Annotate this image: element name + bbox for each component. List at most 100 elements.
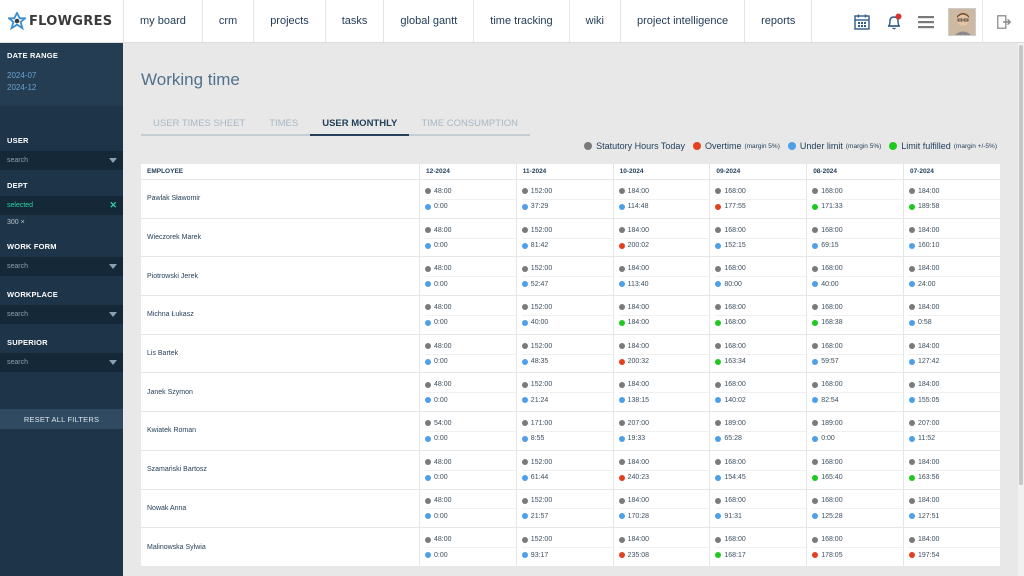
worked-hours: 8:55 xyxy=(521,430,613,446)
statutory-dot xyxy=(618,536,625,543)
month-cell: 168:00 80:00 xyxy=(709,257,807,296)
month-cell: 189:00 65:28 xyxy=(709,412,807,450)
status-dot xyxy=(425,435,431,442)
column-header-month[interactable]: 07-2024 xyxy=(902,164,1000,179)
statutory-value: 168:00 xyxy=(821,265,843,273)
clear-icon[interactable]: ✕ xyxy=(109,200,117,210)
statutory-value: 152:00 xyxy=(530,381,553,389)
month-cell: 207:00 11:52 xyxy=(902,412,1000,450)
column-header-month[interactable]: 12-2024 xyxy=(419,164,516,179)
column-header-month[interactable]: 09-2024 xyxy=(709,164,806,179)
column-header-month[interactable]: 08-2024 xyxy=(806,164,903,179)
month-cell: 168:00 177:55 xyxy=(709,180,807,218)
dept-selected-value[interactable]: 300 × xyxy=(7,219,25,226)
status-dot xyxy=(812,435,819,442)
statutory-value: 168:00 xyxy=(821,497,843,505)
table-row[interactable]: Pawlak Sławomir 48:00 0:00 152:00 37:29 184:0… xyxy=(141,180,1000,219)
nav-tasks[interactable]: tasks xyxy=(326,0,385,42)
worked-value: 155:05 xyxy=(917,396,940,404)
reset-filters-button[interactable]: RESET ALL FILTERS xyxy=(0,409,123,429)
employee-name[interactable]: Michna Łukasz xyxy=(147,311,194,319)
nav-wiki[interactable]: wiki xyxy=(570,0,621,42)
notification-dot xyxy=(895,13,902,19)
employee-name[interactable]: Pawlak Sławomir xyxy=(147,195,201,203)
status-dot xyxy=(521,474,528,481)
user-search-select[interactable]: search xyxy=(0,151,123,170)
date-to[interactable]: 2024-12 xyxy=(7,83,37,92)
table-row[interactable]: Wieczorek Marek 48:00 0:00 152:00 81:42 184:0… xyxy=(141,218,1000,258)
worked-value: 127:51 xyxy=(917,512,940,520)
employee-name[interactable]: Kwiatek Roman xyxy=(147,427,197,435)
nav-global-gantt[interactable]: global gantt xyxy=(384,0,475,42)
page-scrollbar[interactable] xyxy=(1018,43,1024,576)
employee-name[interactable]: Wieczorek Marek xyxy=(147,234,202,242)
statutory-hours: 189:00 xyxy=(715,416,806,431)
status-dot xyxy=(521,435,528,442)
nav-my-board[interactable]: my board xyxy=(124,0,203,42)
table-row[interactable]: Michna Łukasz 48:00 0:00 152:00 40:00 184:00 1… xyxy=(141,296,1000,335)
workplace-placeholder: search xyxy=(7,311,29,318)
scrollbar-thumb[interactable] xyxy=(1019,45,1023,485)
month-cell: 184:00 127:51 xyxy=(902,489,1000,528)
table-row[interactable]: Janek Szymon 48:00 0:00 152:00 21:24 184:00 13… xyxy=(141,373,1000,413)
status-dot xyxy=(908,397,915,404)
column-header-employee[interactable]: EMPLOYEE xyxy=(147,168,184,175)
employee-name[interactable]: Piotrowski Jerek xyxy=(147,272,198,280)
work-form-select[interactable]: search xyxy=(0,257,123,276)
status-dot xyxy=(425,513,431,520)
month-cell: 152:00 61:44 xyxy=(515,450,613,489)
workplace-select[interactable]: search xyxy=(0,305,123,324)
tab-time-consumption[interactable]: TIME CONSUMPTION xyxy=(421,118,518,129)
nav-crm[interactable]: crm xyxy=(203,0,255,42)
logout-button[interactable] xyxy=(982,0,1024,43)
statutory-hours: 168:00 xyxy=(812,223,903,238)
statutory-hours: 168:00 xyxy=(715,377,806,392)
dept-selected[interactable]: selected ✕ xyxy=(0,196,123,215)
worked-hours: 19:33 xyxy=(618,430,710,446)
statutory-dot xyxy=(425,420,431,427)
tab-times[interactable]: TIMES xyxy=(269,118,299,129)
employee-name[interactable]: Nowak Anna xyxy=(147,504,187,512)
table-row[interactable]: Lis Bartek 48:00 0:00 152:00 48:35 184:00 200:… xyxy=(141,334,1000,374)
month-cell: 48:00 0:00 xyxy=(419,489,516,528)
tab-user-monthly[interactable]: USER MONTHLY xyxy=(310,115,410,136)
calendar-icon[interactable] xyxy=(853,13,871,31)
legend-item-overtime: Overtime (margin 5%) xyxy=(692,141,780,151)
statutory-value: 48:00 xyxy=(434,265,452,273)
table-row[interactable]: Kwiatek Roman 54:00 0:00 171:00 8:55 207:00 19… xyxy=(141,412,1000,451)
date-from[interactable]: 2024-07 xyxy=(7,71,37,80)
statutory-value: 152:00 xyxy=(530,303,553,311)
worked-value: 168:17 xyxy=(724,551,746,559)
nav-reports[interactable]: reports xyxy=(745,0,813,42)
table-row[interactable]: Malinowska Sylwia 48:00 0:00 152:00 93:17 184… xyxy=(141,528,1000,567)
date-range-filter[interactable]: DATE RANGE 2024-07 2024-12 xyxy=(0,43,123,106)
legend-item-statutory: Statutory Hours Today xyxy=(584,141,685,151)
worked-value: 171:33 xyxy=(821,203,843,211)
nav-time-tracking[interactable]: time tracking xyxy=(474,0,570,42)
menu-icon[interactable] xyxy=(917,13,935,31)
worked-value: 0:00 xyxy=(434,396,448,404)
employee-name[interactable]: Malinowska Sylwia xyxy=(147,543,206,551)
column-header-month[interactable]: 10-2024 xyxy=(612,164,710,179)
table-row[interactable]: Nowak Anna 48:00 0:00 152:00 21:57 184:00 170:… xyxy=(141,489,1000,529)
superior-select[interactable]: search xyxy=(0,353,123,372)
employee-name[interactable]: Janek Szymon xyxy=(147,388,193,396)
table-row[interactable]: Szamański Bartosz 48:00 0:00 152:00 61:44 184… xyxy=(141,450,1000,490)
logo[interactable]: FLOWGRES xyxy=(0,0,124,42)
tab-user-times-sheet[interactable]: USER TIMES SHEET xyxy=(153,118,246,129)
nav-project-intelligence[interactable]: project intelligence xyxy=(621,0,746,42)
statutory-dot xyxy=(618,304,625,311)
worked-hours: 178:05 xyxy=(812,547,903,562)
table-row[interactable]: Piotrowski Jerek 48:00 0:00 152:00 52:47 184:… xyxy=(141,257,1000,297)
employee-name[interactable]: Lis Bartek xyxy=(147,350,179,358)
month-cell: 152:00 81:42 xyxy=(515,218,613,257)
dept-filter-title: DEPT xyxy=(7,181,28,190)
column-header-month[interactable]: 11-2024 xyxy=(515,164,613,179)
statutory-value: 48:00 xyxy=(434,187,452,195)
bell-icon[interactable] xyxy=(885,13,903,31)
nav-projects[interactable]: projects xyxy=(254,0,326,42)
employee-name[interactable]: Szamański Bartosz xyxy=(147,466,207,474)
nav-label: tasks xyxy=(341,15,368,27)
status-dot xyxy=(618,319,625,326)
avatar[interactable] xyxy=(948,7,976,36)
